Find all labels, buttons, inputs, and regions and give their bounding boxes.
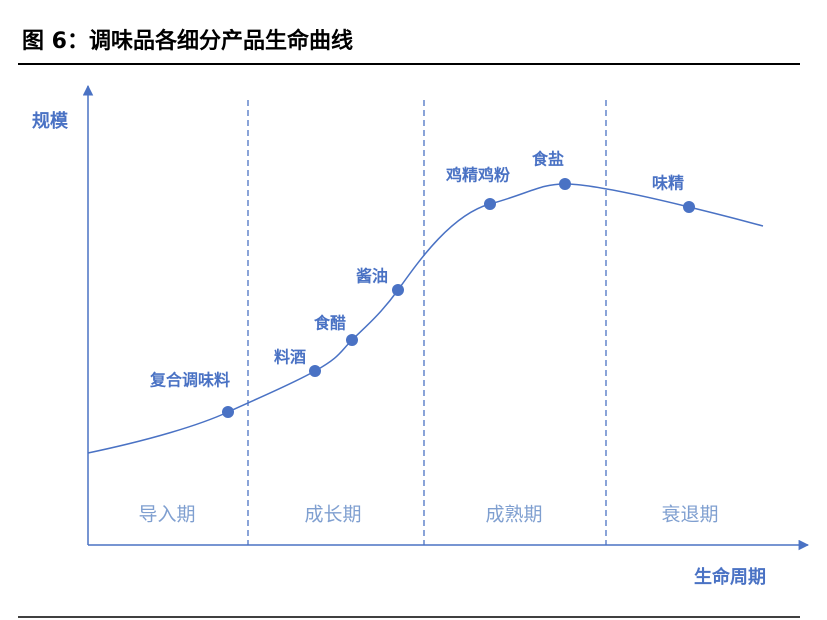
product-label: 鸡精鸡粉 [445, 166, 510, 185]
product-point [392, 284, 404, 296]
figure-title: 图 6：调味品各细分产品生命曲线 [22, 28, 353, 54]
x-axis-label: 生命周期 [694, 566, 766, 588]
y-axis-label: 规模 [32, 110, 69, 132]
product-label: 复合调味料 [149, 371, 230, 390]
product-point [683, 201, 695, 213]
stage-label: 成熟期 [485, 504, 542, 526]
stage-label: 导入期 [138, 504, 195, 526]
product-point [484, 198, 496, 210]
product-label: 料酒 [274, 348, 306, 367]
product-label: 酱油 [356, 267, 388, 286]
stage-dividers [247, 100, 607, 545]
product-point [559, 178, 571, 190]
product-point [346, 334, 358, 346]
life-cycle-curve [87, 183, 764, 454]
product-point [309, 365, 321, 377]
product-label: 食醋 [313, 314, 346, 333]
stage-label: 成长期 [304, 504, 361, 526]
product-label: 味精 [652, 174, 684, 193]
product-point [222, 406, 234, 418]
product-label: 食盐 [531, 150, 564, 169]
stage-label: 衰退期 [661, 504, 718, 526]
